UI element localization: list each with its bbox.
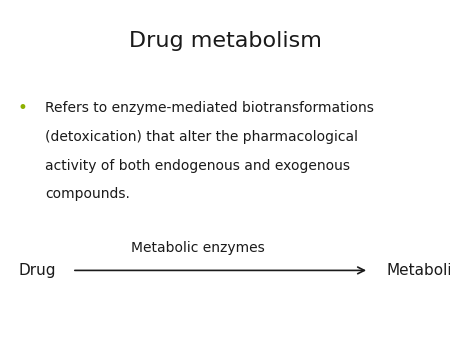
Text: activity of both endogenous and exogenous: activity of both endogenous and exogenou… <box>45 159 350 173</box>
Text: Refers to enzyme-mediated biotransformations: Refers to enzyme-mediated biotransformat… <box>45 101 374 115</box>
Text: Metabolite: Metabolite <box>387 263 450 278</box>
Text: Metabolic enzymes: Metabolic enzymes <box>131 241 265 256</box>
Text: (detoxication) that alter the pharmacological: (detoxication) that alter the pharmacolo… <box>45 130 358 144</box>
Text: •: • <box>18 99 28 117</box>
Text: compounds.: compounds. <box>45 187 130 201</box>
Text: Drug: Drug <box>18 263 55 278</box>
Text: Drug metabolism: Drug metabolism <box>129 30 321 51</box>
